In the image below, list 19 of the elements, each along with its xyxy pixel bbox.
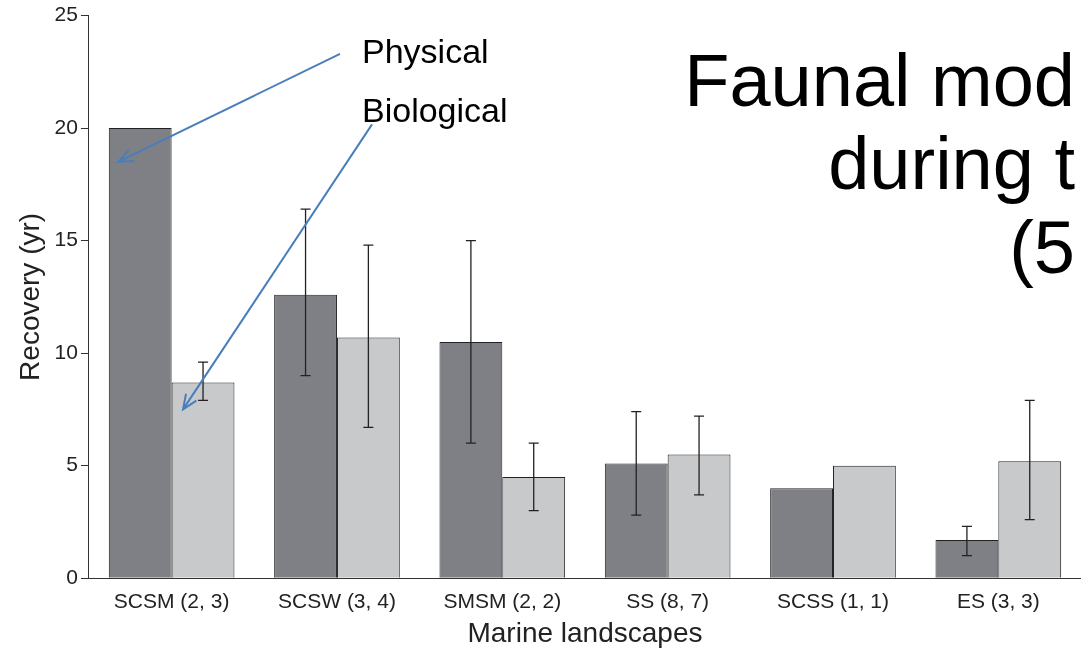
text: Physical [362, 32, 489, 71]
x-tick-label: SMSM (2, 2) [443, 588, 562, 612]
y-tick-label: 20 [54, 114, 78, 138]
annotation: Faunal mod [684, 39, 1075, 122]
x-tick-label: SCSW (3, 4) [278, 588, 396, 612]
y-axis-title: Recovery (yr) [13, 212, 45, 381]
annotation: (5 [1008, 205, 1075, 289]
y-tick-label: 15 [54, 227, 78, 251]
x-tick-label: SCSM (2, 3) [113, 588, 230, 612]
y-tick-label: 25 [54, 2, 78, 26]
x-tick-label: ES (3, 3) [956, 588, 1040, 612]
x-axis-title: Marine landscapes [467, 616, 703, 648]
annotation: during t [827, 122, 1075, 206]
x-tick-label: SCSS (1, 1) [776, 588, 890, 612]
y-tick-label: 10 [54, 339, 78, 363]
x-tick-label: SS (8, 7) [626, 588, 710, 612]
y-tick-label: 0 [66, 565, 78, 588]
text: Biological [362, 90, 508, 129]
y-tick-label: 5 [66, 452, 78, 476]
